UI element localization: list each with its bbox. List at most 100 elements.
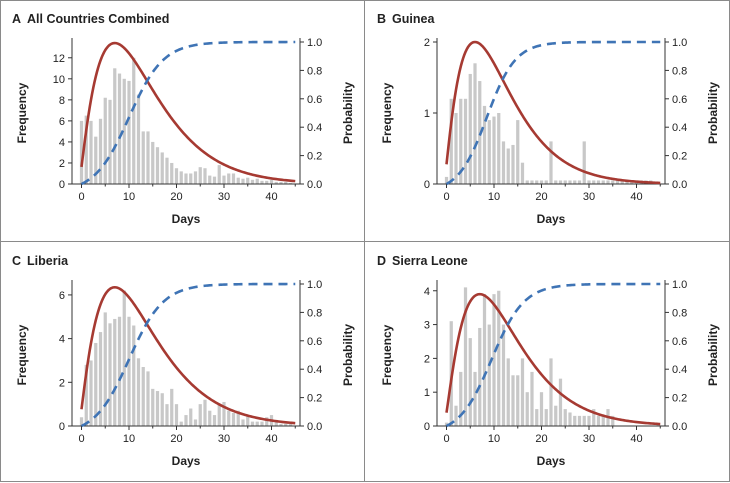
d-bar-day-3 bbox=[459, 371, 463, 426]
a-bars bbox=[79, 57, 293, 184]
panel-d-title: D Sierra Leone bbox=[377, 254, 468, 268]
a-bar-day-10 bbox=[127, 80, 131, 184]
b-y2-axis-label: Probability bbox=[706, 82, 720, 144]
a-x-tick-label-40: 40 bbox=[265, 191, 277, 203]
c-bar-day-11 bbox=[132, 325, 136, 426]
b-bar-day-34 bbox=[606, 180, 610, 184]
b-cumulative-curve bbox=[445, 40, 661, 186]
c-bar-day-3 bbox=[94, 342, 98, 426]
d-y2-tick-label-0.0: 0.0 bbox=[672, 421, 687, 433]
d-bar-day-7 bbox=[478, 327, 482, 426]
a-density-curve bbox=[80, 41, 296, 183]
a-bar-day-37 bbox=[255, 178, 259, 184]
a-bar-day-33 bbox=[236, 177, 240, 184]
d-y2-tick-label-1.0: 1.0 bbox=[672, 279, 687, 291]
c-bar-day-25 bbox=[198, 404, 202, 426]
d-bar-day-11 bbox=[497, 290, 501, 426]
c-bar-day-9 bbox=[122, 290, 126, 426]
c-bar-day-8 bbox=[117, 316, 122, 426]
c-y2-tick-label-0.6: 0.6 bbox=[307, 336, 322, 348]
panel-c-title-text: Liberia bbox=[27, 254, 69, 268]
panel-c-letter: C bbox=[12, 254, 22, 268]
c-y-axis-label: Frequency bbox=[15, 324, 29, 385]
b-bar-day-18 bbox=[530, 180, 534, 184]
d-bar-day-32 bbox=[596, 415, 601, 426]
b-bar-day-28 bbox=[577, 180, 582, 184]
b-bar-day-35 bbox=[611, 180, 615, 184]
d-bar-day-15 bbox=[516, 375, 520, 426]
d-bar-day-4 bbox=[463, 287, 468, 426]
a-bar-day-42 bbox=[279, 181, 283, 184]
c-bar-day-27 bbox=[208, 410, 212, 426]
b-x-tick-label-20: 20 bbox=[535, 191, 547, 203]
c-bar-day-23 bbox=[189, 408, 193, 426]
c-bar-day-21 bbox=[179, 421, 183, 426]
a-y2-tick-label-0.0: 0.0 bbox=[307, 179, 322, 191]
a-bar-day-41 bbox=[274, 181, 278, 184]
a-bar-day-13 bbox=[141, 131, 145, 184]
panel-c-chart: 0 10 20 30 40 0 2 4 6 0.0 0.2 0.4 0.6 0.8 1.0 Days Frequ… bbox=[15, 279, 355, 468]
d-bar-day-6 bbox=[473, 371, 477, 426]
panel-a-title: A All Countries Combined bbox=[12, 12, 169, 26]
b-bar-day-10 bbox=[492, 116, 496, 184]
a-y-axis-label: Frequency bbox=[15, 82, 29, 143]
b-x-axis-label: Days bbox=[537, 212, 566, 226]
c-y-tick-label-6: 6 bbox=[59, 290, 65, 302]
panel-b-chart: 0 10 20 30 40 0 1 2 0.0 0.2 0.4 0.6 0.8 1.0 Days Freque… bbox=[380, 37, 720, 226]
a-y-tick-label-0: 0 bbox=[59, 179, 65, 191]
a-bar-day-14 bbox=[146, 131, 150, 184]
a-bar-day-15 bbox=[151, 141, 155, 184]
a-bar-day-20 bbox=[174, 168, 179, 184]
panel-b-title-text: Guinea bbox=[392, 12, 435, 26]
d-bar-day-28 bbox=[577, 415, 582, 426]
a-bar-day-27 bbox=[208, 175, 212, 184]
d-x-tick-label-0: 0 bbox=[443, 433, 449, 445]
d-y2-tick-label-0.2: 0.2 bbox=[672, 393, 687, 405]
a-bar-day-34 bbox=[241, 178, 245, 184]
b-bars bbox=[444, 63, 653, 184]
d-x-axis-label: Days bbox=[537, 454, 566, 468]
a-y2-axis-label: Probability bbox=[341, 82, 355, 144]
a-bar-day-26 bbox=[203, 168, 207, 184]
d-bar-day-12 bbox=[501, 324, 506, 426]
c-bar-day-2 bbox=[89, 360, 93, 426]
b-y2-tick-label-0.6: 0.6 bbox=[672, 94, 687, 106]
b-bar-day-15 bbox=[516, 120, 520, 184]
c-x-tick-label-30: 30 bbox=[218, 433, 230, 445]
panel-a-title-text: All Countries Combined bbox=[27, 12, 170, 26]
d-bar-day-30 bbox=[587, 415, 591, 426]
c-bar-day-22 bbox=[184, 415, 188, 426]
b-density-curve bbox=[445, 40, 661, 185]
d-bar-day-23 bbox=[554, 405, 558, 426]
d-y2-axis-label: Probability bbox=[706, 324, 720, 386]
c-bar-day-31 bbox=[227, 410, 231, 426]
b-bar-day-23 bbox=[554, 180, 558, 184]
c-x-tick-label-0: 0 bbox=[78, 433, 84, 445]
b-bar-day-19 bbox=[535, 180, 539, 184]
c-bar-day-4 bbox=[98, 332, 103, 426]
c-y2-tick-label-0.0: 0.0 bbox=[307, 421, 322, 433]
b-bar-day-24 bbox=[558, 180, 563, 184]
c-bar-day-39 bbox=[265, 417, 269, 426]
d-y-tick-label-2: 2 bbox=[424, 353, 430, 365]
a-y-tick-label-6: 6 bbox=[59, 116, 65, 128]
a-bar-day-38 bbox=[260, 180, 264, 184]
b-x-tick-label-30: 30 bbox=[583, 191, 595, 203]
a-y-tick-label-12: 12 bbox=[53, 53, 65, 65]
b-bar-day-30 bbox=[587, 180, 591, 184]
a-x-tick-label-10: 10 bbox=[123, 191, 135, 203]
a-bar-day-9 bbox=[122, 78, 126, 184]
b-bar-day-1 bbox=[449, 98, 453, 184]
c-bar-day-14 bbox=[146, 371, 150, 426]
b-x-tick-label-0: 0 bbox=[443, 191, 449, 203]
a-bar-day-12 bbox=[136, 94, 141, 184]
a-bar-day-19 bbox=[170, 162, 174, 184]
a-bar-day-11 bbox=[132, 57, 136, 184]
panel-d-chart: 0 10 20 30 40 0 1 2 3 4 0.0 0.2 0.4 0.6 0.8 1.0 Days Freq… bbox=[380, 279, 720, 468]
a-bar-day-25 bbox=[198, 167, 202, 184]
c-y-tick-label-0: 0 bbox=[59, 421, 65, 433]
a-bar-day-28 bbox=[212, 176, 217, 184]
c-bar-day-36 bbox=[250, 421, 255, 426]
d-bar-day-33 bbox=[601, 415, 605, 426]
c-y2-tick-label-0.8: 0.8 bbox=[307, 307, 322, 319]
